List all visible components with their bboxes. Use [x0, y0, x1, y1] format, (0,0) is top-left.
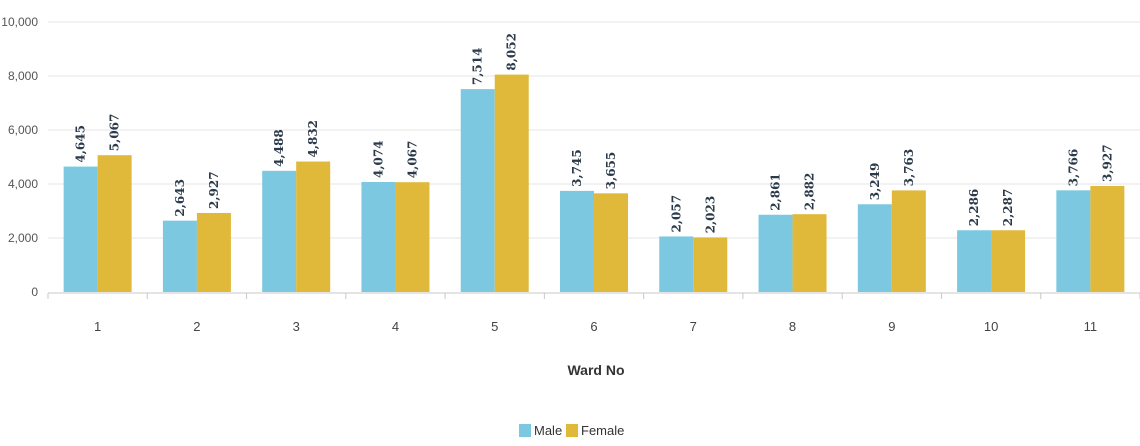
x-tick-label: 11	[1084, 319, 1098, 334]
data-label: 3,766	[1066, 149, 1080, 187]
data-labels: 4,645 5,067 2,643 2,927 4,488 4,832 4,074 4,067…	[74, 33, 1115, 233]
data-label: 4,067	[405, 141, 419, 179]
data-label: 4,488	[272, 129, 286, 167]
data-label: 7,514	[471, 48, 485, 86]
x-tick-label: 1	[94, 319, 101, 334]
x-tick-label: 3	[293, 319, 300, 334]
data-label: 4,832	[306, 120, 320, 158]
data-label: 3,249	[868, 163, 882, 201]
data-label: 2,023	[703, 196, 717, 234]
legend[interactable]: Male Female	[519, 423, 624, 438]
data-label: 2,057	[669, 195, 683, 233]
bar-female[interactable]	[296, 161, 331, 292]
x-tick-label: 2	[193, 319, 200, 334]
data-label: 2,861	[769, 173, 783, 211]
bar-female[interactable]	[494, 74, 529, 292]
bar-female[interactable]	[97, 155, 132, 292]
x-tick-label: 7	[690, 319, 697, 334]
bar-male[interactable]	[659, 236, 694, 292]
bar-male[interactable]	[162, 220, 197, 292]
data-label: 3,927	[1100, 144, 1114, 182]
y-tick-label: 10,000	[1, 15, 38, 29]
legend-swatch	[566, 424, 578, 437]
data-label: 3,763	[902, 149, 916, 187]
y-tick-label: 8,000	[8, 69, 38, 83]
x-tick-label: 8	[789, 319, 796, 334]
y-tick-label: 6,000	[8, 123, 38, 137]
bar-male[interactable]	[262, 170, 297, 292]
bar-female[interactable]	[693, 237, 728, 292]
bar-female[interactable]	[395, 182, 430, 292]
bar-male[interactable]	[758, 214, 793, 292]
x-tick-label: 4	[392, 319, 399, 334]
bar-female[interactable]	[1090, 185, 1125, 292]
bar-female[interactable]	[792, 214, 827, 292]
bar-female[interactable]	[594, 193, 628, 292]
data-label: 2,927	[207, 171, 221, 209]
legend-item-male[interactable]: Male	[519, 423, 562, 438]
y-tick-label: 2,000	[8, 231, 38, 245]
y-axis-ticks: 0 2,000 4,000 6,000 8,000 10,000	[1, 15, 38, 299]
data-label: 8,052	[505, 33, 519, 71]
bar-male[interactable]	[361, 182, 396, 292]
data-label: 4,645	[74, 125, 88, 163]
y-tick-label: 0	[31, 285, 38, 299]
x-axis-title: Ward No	[567, 362, 624, 378]
bar-male[interactable]	[1056, 190, 1091, 292]
bar-female[interactable]	[991, 230, 1026, 292]
bar-male[interactable]	[560, 190, 594, 292]
legend-label: Female	[581, 423, 624, 438]
bar-male[interactable]	[857, 204, 892, 292]
x-tick-label: 5	[491, 319, 498, 334]
x-tick-label: 10	[984, 319, 998, 334]
bar-male[interactable]	[957, 230, 992, 292]
data-label: 2,643	[173, 179, 187, 217]
bar-female[interactable]	[891, 190, 926, 292]
legend-label: Male	[534, 423, 562, 438]
bar-male[interactable]	[460, 89, 495, 292]
y-tick-label: 4,000	[8, 177, 38, 191]
bar-female[interactable]	[196, 212, 231, 292]
legend-swatch	[519, 424, 531, 437]
x-tick-label: 9	[888, 319, 895, 334]
data-label: 3,655	[604, 152, 618, 190]
data-label: 2,882	[803, 173, 817, 211]
x-axis: 1 2 3 4 5 6 7 8 9 10 11	[47, 292, 1140, 334]
legend-item-female[interactable]: Female	[566, 423, 624, 438]
bars	[63, 74, 1125, 292]
data-label: 2,286	[967, 189, 981, 227]
data-label: 4,074	[371, 140, 385, 178]
data-label: 3,745	[570, 149, 584, 187]
x-tick-label: 6	[590, 319, 597, 334]
data-label: 2,287	[1001, 189, 1015, 227]
bar-male[interactable]	[63, 166, 98, 292]
data-label: 5,067	[108, 114, 122, 152]
